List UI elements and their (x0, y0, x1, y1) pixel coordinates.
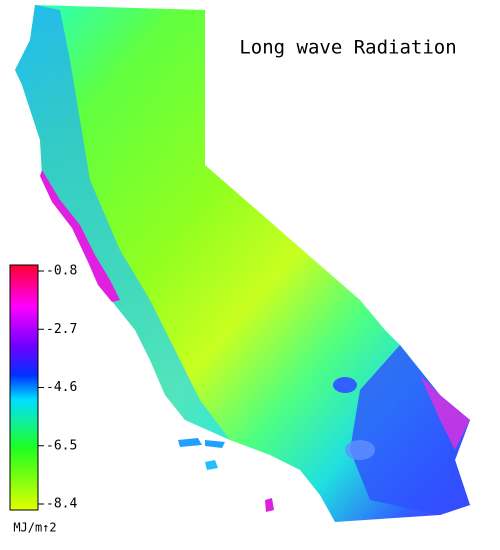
island (205, 440, 225, 448)
island (178, 438, 202, 447)
tick-label: -6.5 (46, 438, 77, 453)
california (15, 5, 470, 522)
basin-cyan (345, 440, 375, 460)
basin-blue (333, 377, 357, 393)
desert-blue (350, 345, 470, 515)
state-shape (15, 5, 470, 522)
island (205, 460, 218, 470)
color-legend: MJ/m↑2 -0.8 -2.7 -4.6 -6.5 -8.4 (9, 264, 77, 535)
tick-label: -2.7 (46, 322, 77, 337)
tick-label: -4.6 (46, 380, 77, 395)
desert-magenta (420, 375, 470, 450)
tick-label: -0.8 (46, 264, 77, 279)
coast-magenta (40, 170, 120, 302)
tick-label: -8.4 (46, 497, 77, 512)
unit-label: MJ/m↑2 (13, 521, 56, 535)
island (265, 498, 274, 512)
map-title: Long wave Radiation (239, 37, 456, 59)
color-bar (9, 264, 39, 511)
coastal-band (15, 5, 230, 440)
